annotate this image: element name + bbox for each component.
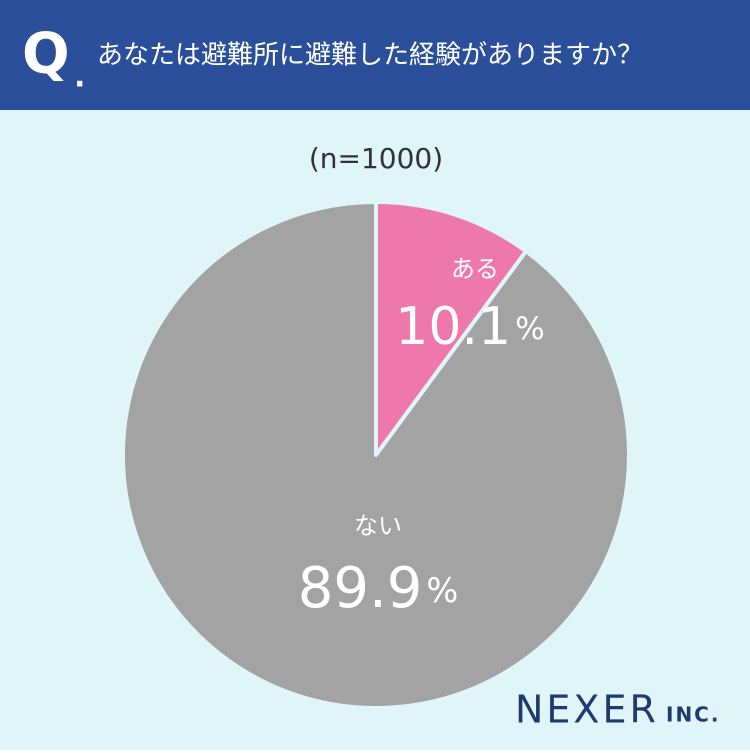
q-mark: Q: [22, 22, 70, 87]
slice-label: ある: [451, 255, 499, 283]
logo-suffix: INC.: [666, 703, 720, 727]
header-bar: [0, 0, 750, 110]
slice-label: ない: [354, 512, 402, 540]
logo-name: NEXER: [515, 688, 659, 732]
question-title: あなたは避難所に避難した経験がありますか？: [97, 41, 643, 71]
pie-slice: [374, 200, 528, 457]
pie: ある 10.1 % ない 89.9%: [121, 200, 631, 710]
q-dot: .: [74, 60, 85, 95]
sample-size: (n=1000): [309, 142, 443, 175]
value-label: 10.1%: [395, 297, 544, 357]
value-label: 89.9%: [298, 556, 459, 621]
pie-slice: [121, 200, 631, 710]
